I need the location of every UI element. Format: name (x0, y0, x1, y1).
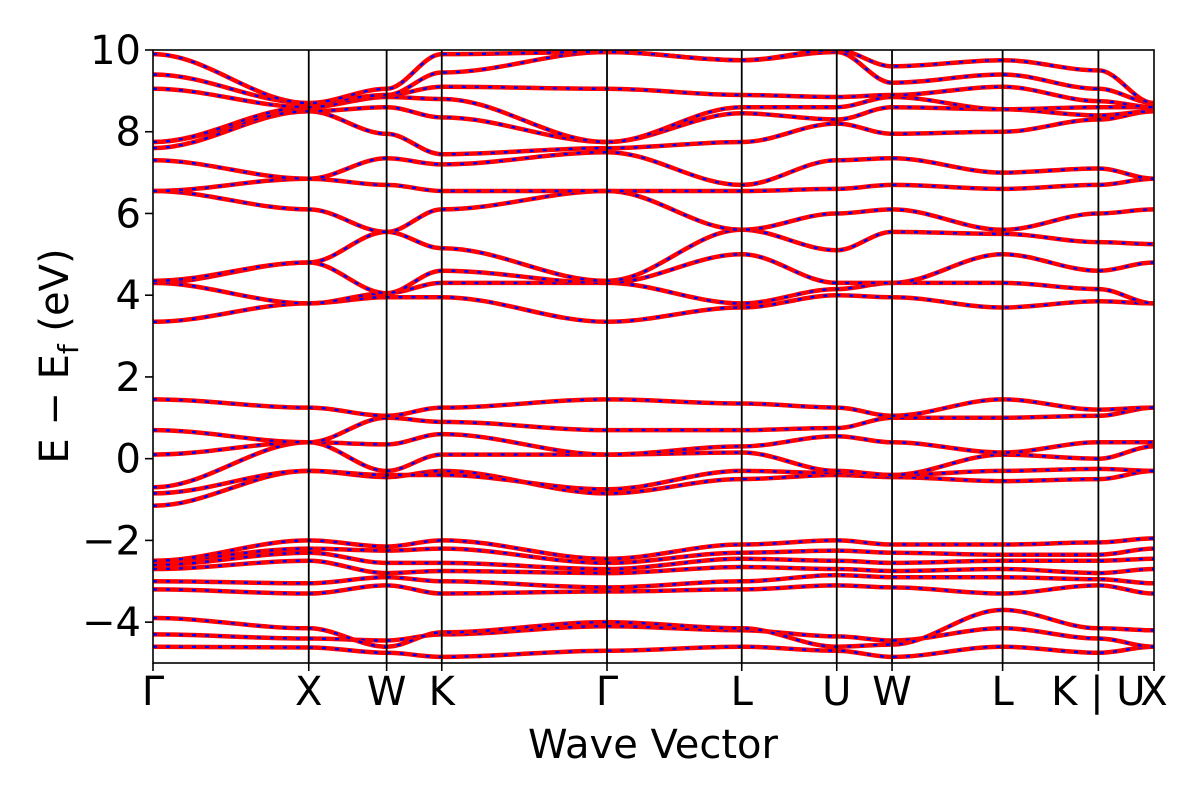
band-4-line (153, 583, 1154, 596)
band-17-dashed-overlay (153, 281, 1154, 305)
band-23-dashed-overlay (153, 110, 1154, 156)
y-axis-title: E − Ef (eV) (32, 248, 85, 463)
x-tick-label-9: K | U (1051, 669, 1145, 715)
y-tick-label-5: 6 (116, 191, 141, 237)
x-tick-label-5: L (731, 669, 754, 715)
band-15-dashed-overlay (153, 398, 1154, 418)
y-tick-label-7: 10 (90, 28, 141, 74)
kpoint-separators (307, 50, 1100, 663)
x-tick-label-3: K (429, 669, 457, 715)
y-axis-title-main: E − E (32, 354, 78, 464)
band-13-dashed-overlay (153, 432, 1154, 456)
band-20-dashed-overlay (153, 189, 1154, 234)
x-tick-label-2: W (367, 669, 407, 715)
band-9-dashed-overlay (153, 537, 1154, 562)
y-axis-ticks: −4 −2 0 2 4 6 8 10 (82, 28, 153, 646)
band-21-line (153, 176, 1154, 194)
band-22-dashed-overlay (153, 150, 1154, 187)
x-tick-label-8: L (991, 669, 1014, 715)
band-22-line (153, 149, 1154, 188)
band-20-line (153, 188, 1154, 235)
y-tick-label-6: 8 (116, 110, 141, 156)
x-tick-label-4: Γ (596, 669, 619, 715)
band-10-line (153, 468, 1154, 508)
band-16-line (153, 292, 1154, 325)
band-1-line (153, 644, 1154, 660)
y-tick-label-4: 4 (116, 273, 141, 319)
band-17-line (153, 280, 1154, 306)
x-axis-title: Wave Vector (528, 722, 779, 768)
band-11-dashed-overlay (153, 467, 1154, 495)
y-tick-label-3: 2 (116, 355, 141, 401)
band-8-dashed-overlay (153, 547, 1154, 565)
band-25-dashed-overlay (153, 95, 1154, 144)
y-tick-label-2: 0 (116, 437, 141, 483)
band-2-dashed-overlay (153, 624, 1154, 648)
band-6-line (153, 558, 1154, 576)
band-15-line (153, 397, 1154, 419)
x-tick-label-10: X (1140, 669, 1167, 715)
band-28-dashed-overlay (153, 50, 1154, 105)
band-24-line (153, 104, 1154, 145)
x-tick-label-1: X (295, 669, 322, 715)
y-axis-title-sub: f (52, 343, 85, 354)
y-axis-title-tail: (eV) (32, 248, 78, 344)
x-tick-label-6: U (822, 669, 851, 715)
y-tick-label-0: −4 (82, 600, 141, 646)
x-tick-label-7: W (872, 669, 912, 715)
plot-frame (152, 49, 1155, 664)
band-14-line (153, 405, 1154, 445)
band-5-line (153, 572, 1154, 590)
band-3-dashed-overlay (153, 608, 1154, 648)
x-tick-label-0: Γ (142, 669, 165, 715)
band-24-dashed-overlay (153, 105, 1154, 144)
band-18-dashed-overlay (153, 253, 1154, 295)
band-14-dashed-overlay (153, 406, 1154, 444)
y-tick-label-1: −2 (82, 518, 141, 564)
bands-layer (153, 50, 1154, 660)
band-7-dashed-overlay (153, 551, 1154, 571)
